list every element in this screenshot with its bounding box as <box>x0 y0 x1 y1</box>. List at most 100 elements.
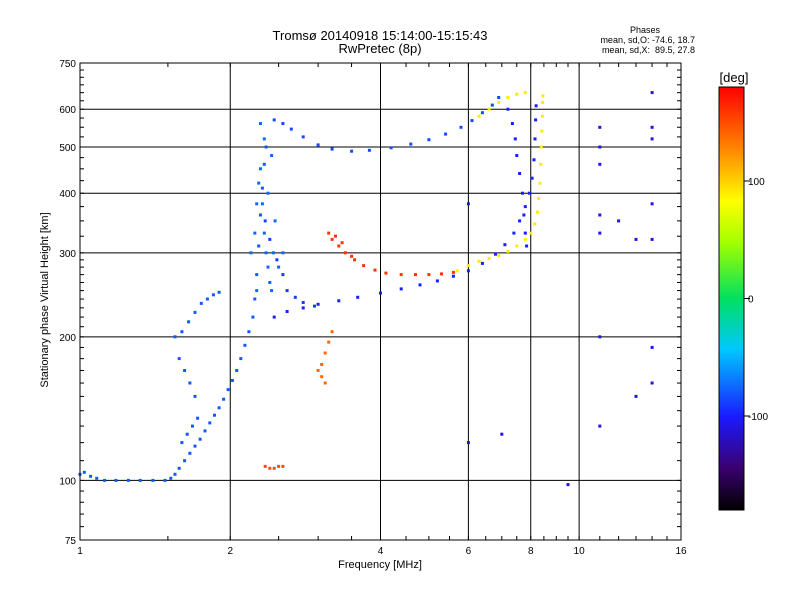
data-point <box>598 145 602 149</box>
data-point <box>598 424 602 428</box>
data-point <box>515 244 519 248</box>
colorbar-tick-label: -100 <box>748 412 768 423</box>
data-point <box>518 172 522 175</box>
data-point <box>151 478 155 482</box>
data-point <box>539 145 543 149</box>
data-point <box>272 466 276 470</box>
data-point <box>490 103 494 107</box>
data-point <box>253 231 257 235</box>
data-point <box>266 191 270 195</box>
data-point <box>313 304 316 308</box>
data-point <box>330 147 334 151</box>
data-point <box>173 335 177 339</box>
data-point <box>534 118 538 122</box>
data-point <box>264 145 268 149</box>
colorbar-label: [deg] <box>720 70 749 85</box>
data-point <box>82 470 86 474</box>
data-point <box>188 451 192 455</box>
data-point <box>217 290 221 294</box>
data-point <box>272 315 276 319</box>
data-point <box>205 297 209 301</box>
data-point <box>217 406 221 410</box>
data-point <box>270 289 274 293</box>
data-point <box>500 432 504 436</box>
colorbar-ticks: 100 0 -100 <box>744 177 768 423</box>
data-point <box>211 293 215 297</box>
data-point <box>650 381 654 385</box>
data-point <box>270 154 274 157</box>
data-point <box>389 146 393 150</box>
data-point <box>177 466 181 470</box>
data-point <box>515 154 519 157</box>
data-point <box>191 424 194 428</box>
data-point <box>255 202 259 206</box>
data-point <box>535 210 539 214</box>
data-point <box>257 244 261 248</box>
data-point <box>301 135 305 139</box>
y-tick-label: 600 <box>59 105 76 116</box>
data-point <box>451 274 455 278</box>
data-point <box>187 320 191 324</box>
x-tick-label: 4 <box>378 546 384 557</box>
x-tick-label: 10 <box>574 546 586 557</box>
data-point <box>255 273 259 277</box>
data-point <box>466 441 470 445</box>
data-point <box>414 273 417 277</box>
data-point <box>251 315 255 319</box>
data-point <box>259 167 262 171</box>
data-point <box>249 251 253 255</box>
chart-subtitle: RwPretec (8p) <box>338 41 421 56</box>
data-point <box>527 191 531 195</box>
data-point <box>487 107 491 111</box>
data-point <box>650 237 654 241</box>
data-point <box>537 197 541 200</box>
data-point <box>532 158 536 162</box>
data-point <box>196 416 200 420</box>
data-point <box>203 429 207 433</box>
data-point <box>506 249 510 253</box>
data-point <box>320 375 324 379</box>
data-point <box>193 310 197 314</box>
data-point <box>262 137 266 141</box>
data-point <box>539 162 543 166</box>
data-point <box>323 381 327 385</box>
data-point <box>330 330 334 334</box>
data-point <box>466 269 470 273</box>
data-point <box>418 283 422 287</box>
data-point <box>540 114 544 118</box>
data-point <box>353 258 357 262</box>
data-point <box>327 231 331 235</box>
data-point <box>650 137 654 141</box>
colorbar-tick-label: 0 <box>748 295 754 306</box>
data-point <box>222 397 226 401</box>
data-point <box>427 273 431 277</box>
data-point <box>193 394 197 398</box>
phases-box-o-line: mean, sd,O: -74.6, 18.7 <box>600 35 695 45</box>
data-point <box>512 231 516 235</box>
data-point <box>281 251 285 255</box>
data-point <box>459 125 463 129</box>
data-point <box>399 287 403 291</box>
data-point <box>518 219 522 223</box>
data-point <box>466 264 470 268</box>
data-point <box>183 459 187 463</box>
data-point <box>523 205 527 209</box>
data-point <box>522 213 526 217</box>
data-point <box>598 125 602 129</box>
data-point <box>193 444 197 448</box>
data-point <box>271 251 275 255</box>
data-point <box>350 149 354 153</box>
data-point <box>337 299 341 303</box>
data-point <box>598 335 602 339</box>
data-point <box>277 265 281 269</box>
data-point <box>247 330 251 334</box>
data-point <box>188 381 192 385</box>
y-tick-label: 75 <box>65 536 77 547</box>
data-point <box>180 330 184 334</box>
data-point <box>506 107 510 111</box>
y-tick-label: 100 <box>59 476 76 487</box>
data-point <box>275 258 279 262</box>
x-tick-label: 8 <box>528 546 534 557</box>
data-point <box>451 270 455 274</box>
data-point <box>281 122 285 125</box>
